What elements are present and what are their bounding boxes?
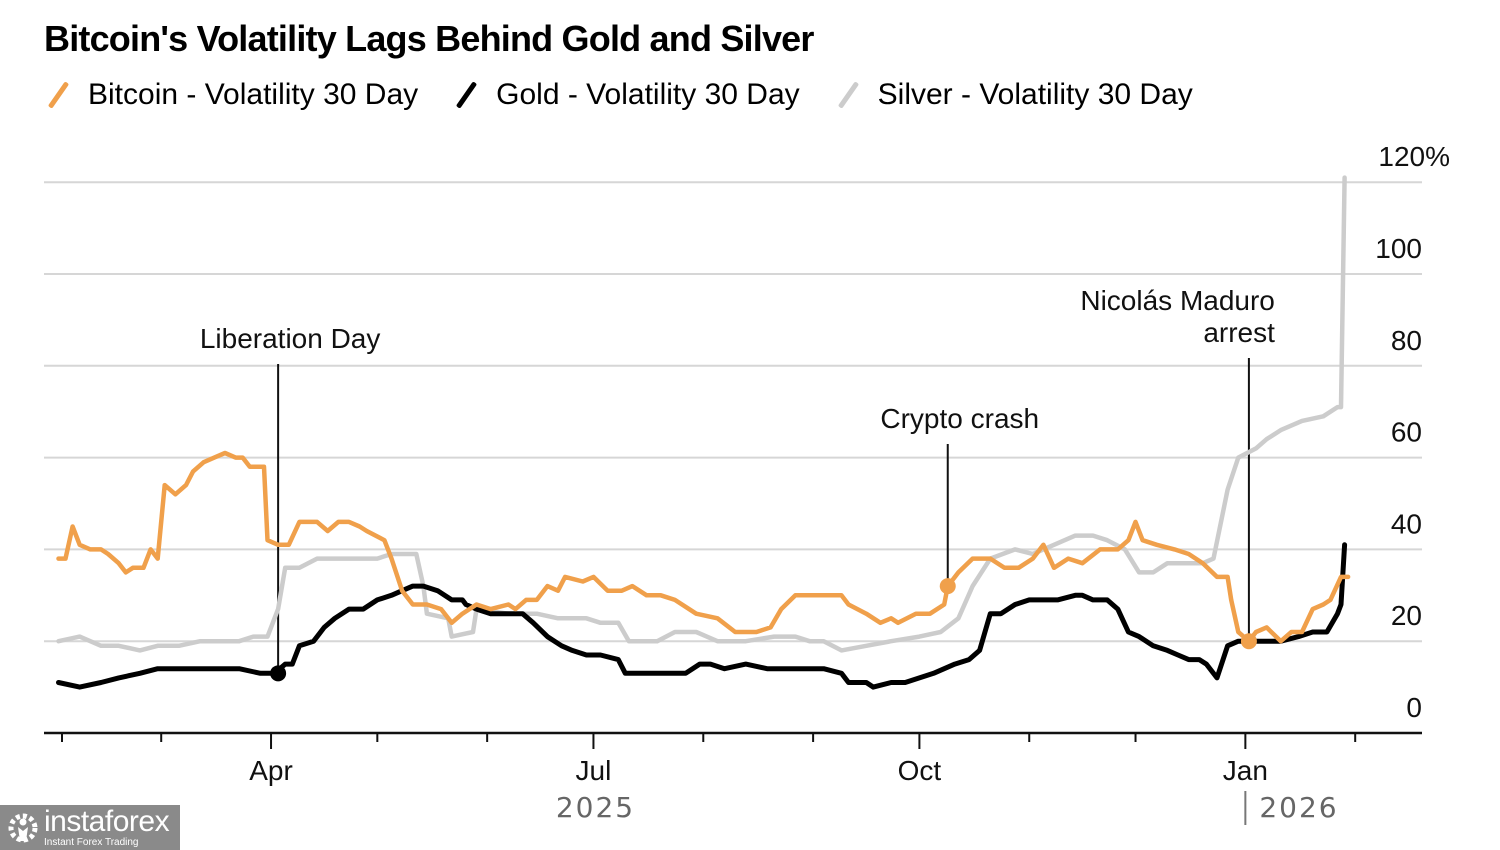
- legend-item-silver: Silver - Volatility 30 Day: [834, 78, 1193, 112]
- gear-person-icon: [8, 813, 38, 842]
- legend: Bitcoin - Volatility 30 Day Gold - Volat…: [44, 78, 1227, 112]
- y-tick-label-40: 40: [1391, 508, 1422, 539]
- y-tick-label-0: 0: [1406, 692, 1422, 723]
- annotation-marker-2: [1240, 633, 1257, 650]
- watermark-logo: instaforex Instant Forex Trading: [0, 805, 180, 850]
- y-tick-label-80: 80: [1391, 325, 1422, 356]
- x-axis: Apr Jul Oct Jan 2025 2026: [44, 731, 1422, 825]
- x-tick-label-jul: Jul: [576, 755, 612, 786]
- series-line-silver: [56, 175, 1347, 653]
- y-tick-label-20: 20: [1391, 600, 1422, 631]
- legend-label-silver: Silver - Volatility 30 Day: [877, 78, 1193, 111]
- annotation-label-2: Nicolás Maduro: [1080, 285, 1275, 316]
- chart-title: Bitcoin's Volatility Lags Behind Gold an…: [44, 18, 814, 59]
- series-line-bitcoin: [56, 450, 1351, 644]
- y-tick-label-120: 120%: [1378, 141, 1450, 172]
- legend-label-bitcoin: Bitcoin - Volatility 30 Day: [88, 78, 419, 111]
- y-tick-label-60: 60: [1391, 417, 1422, 448]
- y-axis-labels: 0 20 40 60 80 100 120%: [1375, 141, 1450, 723]
- x-tick-label-apr: Apr: [249, 755, 293, 786]
- x-tick-label-jan: Jan: [1223, 755, 1268, 786]
- legend-label-gold: Gold - Volatility 30 Day: [496, 78, 800, 111]
- annotation-labels: Liberation Day Crypto crash Nicolás Maduro…: [200, 285, 1275, 434]
- series-lines: [56, 175, 1351, 690]
- x-tick-label-oct: Oct: [898, 755, 942, 786]
- legend-item-bitcoin: Bitcoin - Volatility 30 Day: [44, 78, 418, 112]
- annotation-label-1: Crypto crash: [880, 403, 1039, 434]
- watermark-tagline: Instant Forex Trading: [44, 837, 139, 848]
- series-line-gold: [56, 542, 1348, 690]
- year-label-2026: 2026: [1259, 791, 1338, 824]
- annotation-leaders: [277, 358, 1250, 674]
- annotation-marker-0: [270, 665, 287, 682]
- annotation-label-2: arrest: [1203, 317, 1275, 348]
- legend-item-gold: Gold - Volatility 30 Day: [452, 78, 800, 112]
- annotation-label-0: Liberation Day: [200, 323, 381, 354]
- annotation-marker-1: [939, 578, 956, 595]
- watermark-name: instaforex: [44, 805, 170, 838]
- year-label-2025: 2025: [556, 791, 635, 824]
- y-tick-label-100: 100: [1375, 233, 1422, 264]
- annotation-markers: [270, 578, 1257, 682]
